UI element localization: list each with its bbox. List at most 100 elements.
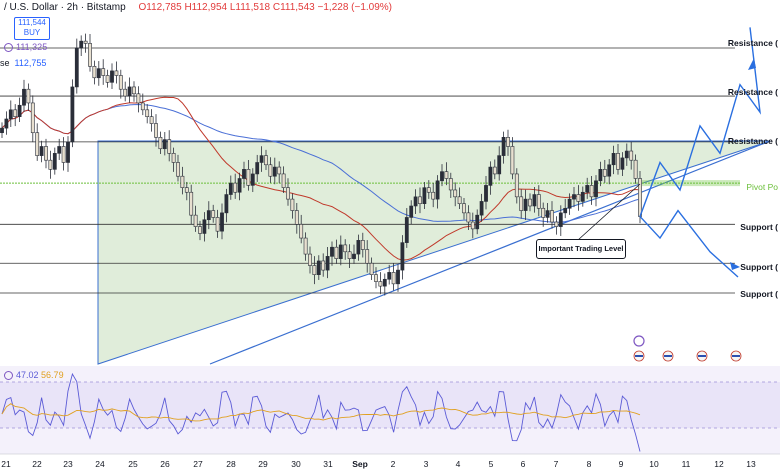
candle-body: [220, 212, 224, 232]
buy-price: 111,544: [18, 18, 46, 27]
candle-body: [334, 246, 339, 259]
rsi-band: [0, 382, 780, 428]
candle-body: [162, 139, 167, 150]
buy-label: BUY: [23, 28, 41, 37]
x-tick-label: 23: [63, 459, 73, 469]
annotation-text: Important Trading Level: [538, 244, 624, 253]
candle-body: [624, 150, 629, 159]
candle-body: [365, 249, 370, 264]
x-tick-label: 6: [520, 459, 526, 469]
candle-body: [132, 86, 136, 95]
candle-body: [374, 274, 378, 282]
candle-body: [580, 191, 585, 202]
candle-body: [413, 196, 418, 207]
rsi-signal-line: [1, 403, 641, 422]
projection-arrows: [577, 27, 762, 278]
candle-body: [145, 109, 150, 117]
candle-body: [611, 153, 616, 166]
candle-body: [118, 75, 123, 90]
candle-body: [338, 244, 343, 259]
candle-body: [180, 175, 185, 188]
candle-body: [184, 187, 189, 193]
x-tick-label: 31: [323, 459, 333, 469]
candle-body: [435, 180, 440, 200]
annotation-pointer: [577, 183, 641, 241]
candle-body: [488, 166, 493, 186]
bullish-arrowhead: [748, 58, 756, 70]
x-tick-label: 28: [226, 459, 236, 469]
candle-body: [528, 198, 532, 207]
candle-body: [391, 272, 396, 285]
candle-body: [8, 109, 13, 120]
candle-body: [101, 68, 106, 76]
candle-body: [369, 262, 374, 275]
candle-body: [105, 75, 110, 83]
candle-body: [13, 109, 18, 117]
candle-body: [536, 194, 541, 209]
ascending-trendline: [209, 140, 771, 365]
candle-body: [110, 70, 114, 83]
candle-body: [35, 132, 40, 156]
candle-body: [492, 166, 497, 175]
candle-body: [466, 212, 471, 223]
candle-body: [514, 173, 519, 198]
candle-body: [589, 185, 594, 198]
candle-body: [475, 214, 480, 230]
candle-body: [506, 136, 510, 147]
candle-body: [17, 104, 22, 117]
candle-body: [61, 146, 66, 163]
candle-body: [572, 194, 576, 200]
x-tick-label: 22: [32, 459, 42, 469]
candle-body: [272, 166, 277, 177]
candle-body: [52, 153, 57, 170]
candle-body: [426, 187, 431, 193]
candle-body: [633, 159, 638, 179]
candle-body: [325, 256, 330, 271]
resistance-label-3: Resistance (: [727, 136, 778, 146]
candle-body: [356, 240, 361, 255]
indicator-2-legend: se 112,755: [0, 58, 46, 68]
candle-body: [321, 260, 326, 271]
candle-body: [202, 219, 207, 234]
candle-body: [554, 221, 559, 227]
candle-body: [387, 272, 392, 280]
candle-body: [347, 251, 352, 259]
bullish-projection: [639, 27, 762, 217]
candle-body: [154, 123, 158, 138]
x-tick-label: 26: [160, 459, 170, 469]
candle-body: [400, 242, 405, 271]
indicator-2-value: 112,755: [14, 58, 47, 68]
candle-body: [541, 207, 546, 218]
ma-fast-line: [1, 96, 641, 261]
candle-body: [198, 226, 202, 234]
rsi-line: [1, 372, 641, 452]
candle-body: [22, 88, 26, 106]
x-tick-label: 10: [649, 459, 659, 469]
support-resistance-lines: [0, 47, 740, 294]
candle-body: [79, 40, 84, 49]
candle-body: [330, 246, 334, 257]
candle-body: [352, 253, 356, 259]
x-tick-label: 3: [423, 459, 429, 469]
indicator-1-legend: 111,325: [4, 42, 47, 53]
candle-body: [215, 217, 220, 232]
candle-body: [378, 281, 383, 287]
candle-body: [602, 169, 607, 177]
candle-body: [242, 169, 246, 179]
pivot-zone: [642, 180, 740, 187]
candle-body: [470, 221, 475, 230]
x-tick-label: 29: [258, 459, 268, 469]
candle-body: [259, 155, 264, 163]
candle-body: [264, 155, 268, 166]
chart-header: / U.S. Dollar · 2h · Bitstamp O112,785 H…: [4, 2, 392, 13]
candle-body: [250, 173, 255, 186]
candle-body: [228, 182, 233, 195]
candle-body: [189, 191, 194, 216]
buy-button[interactable]: 111,544 BUY: [14, 17, 50, 40]
x-tick-label: 13: [746, 459, 756, 469]
candle-body: [149, 116, 154, 124]
candle-body: [26, 88, 31, 104]
x-tick-label: 5: [488, 459, 494, 469]
candle-body: [70, 86, 75, 143]
candle-body: [519, 196, 524, 211]
